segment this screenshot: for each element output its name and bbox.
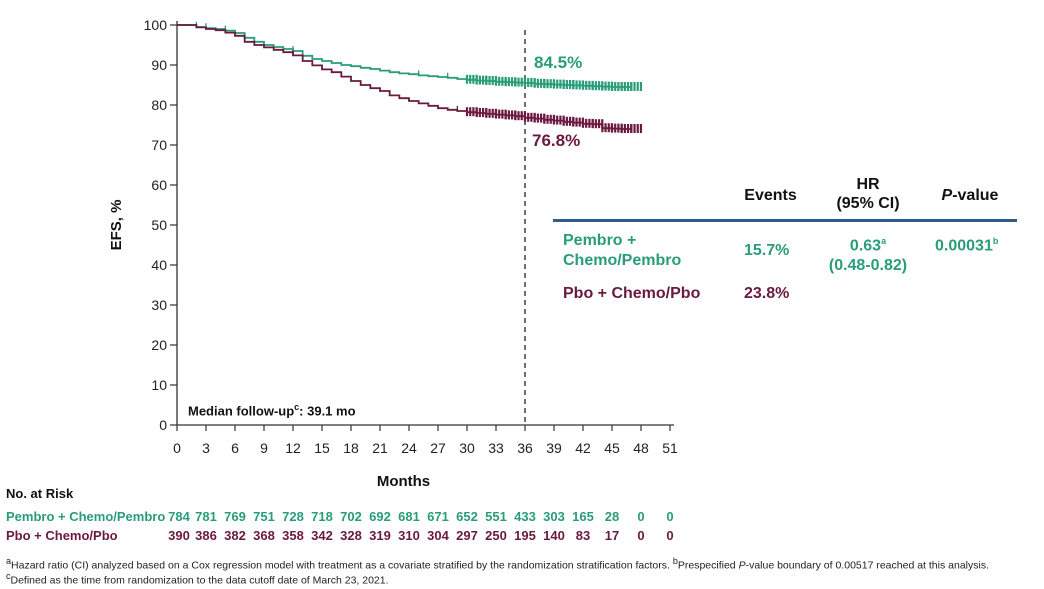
hr-header-line1: HR — [856, 176, 880, 193]
risk-count: 390 — [168, 528, 190, 543]
pembro-row-name: Pembro + Chemo/Pembro — [563, 232, 682, 269]
risk-count: 328 — [340, 528, 362, 543]
risk-count: 382 — [224, 528, 246, 543]
x-tick-label: 3 — [202, 440, 210, 456]
risk-count: 304 — [427, 528, 449, 543]
x-tick-label: 30 — [459, 440, 475, 456]
x-axis-ticks: 0 3 6 9 12 15 18 21 24 27 30 33 36 39 42 45 48 51 — [173, 425, 678, 456]
risk-count: 28 — [604, 509, 620, 524]
x-axis-title: Months — [377, 473, 430, 490]
risk-count: 342 — [311, 528, 333, 543]
risk-count: 250 — [485, 528, 507, 543]
risk-count: 17 — [604, 528, 620, 543]
pbo-curve — [177, 24, 632, 130]
x-tick-label: 36 — [517, 440, 533, 456]
risk-count: 0 — [666, 528, 674, 543]
risk-count: 0 — [666, 509, 674, 524]
y-tick-label: 30 — [151, 297, 167, 313]
x-tick-label: 45 — [604, 440, 620, 456]
x-tick-label: 15 — [314, 440, 330, 456]
hr-header: HR (95% CI) — [818, 175, 918, 213]
risk-count: 702 — [340, 509, 362, 524]
risk-count: 386 — [195, 528, 217, 543]
risk-count: 195 — [514, 528, 536, 543]
x-tick-label: 42 — [575, 440, 591, 456]
footnote-a-b: aHazard ratio (CI) analyzed based on a C… — [6, 556, 989, 572]
pembro-p-value: 0.00031b — [935, 236, 999, 255]
risk-count: 310 — [398, 528, 420, 543]
risk-count: 681 — [398, 509, 420, 524]
risk-count: 433 — [514, 509, 536, 524]
risk-count: 140 — [543, 528, 565, 543]
risk-count: 751 — [253, 509, 275, 524]
p-value-header: P-value — [941, 187, 999, 204]
chart-axes — [176, 21, 674, 426]
y-axis-ticks: 0 10 20 30 40 50 60 70 80 90 100 — [144, 17, 177, 433]
y-tick-label: 0 — [159, 417, 167, 433]
risk-count: 551 — [485, 509, 507, 524]
y-tick-label: 70 — [151, 137, 167, 153]
x-tick-label: 21 — [372, 440, 388, 456]
risk-count: 784 — [168, 509, 190, 524]
y-tick-label: 10 — [151, 377, 167, 393]
y-axis-title: EFS, % — [108, 200, 125, 251]
x-tick-label: 18 — [343, 440, 359, 456]
table-divider — [553, 219, 1017, 222]
risk-count: 652 — [456, 509, 478, 524]
risk-count: 769 — [224, 509, 246, 524]
risk-count: 83 — [575, 528, 591, 543]
y-tick-label: 90 — [151, 57, 167, 73]
events-header: Events — [744, 187, 797, 204]
risk-row-label: Pbo + Chemo/Pbo — [6, 528, 118, 543]
risk-table-title: No. at Risk — [6, 486, 74, 501]
risk-count: 297 — [456, 528, 478, 543]
x-tick-label: 6 — [231, 440, 239, 456]
x-tick-label: 24 — [401, 440, 417, 456]
y-tick-label: 50 — [151, 217, 167, 233]
pembro-hr: 0.63a (0.48-0.82) — [828, 236, 908, 275]
y-tick-label: 40 — [151, 257, 167, 273]
risk-count: 319 — [369, 528, 391, 543]
x-tick-label: 39 — [546, 440, 562, 456]
km-curves — [177, 22, 643, 133]
y-tick-label: 80 — [151, 97, 167, 113]
risk-count: 781 — [195, 509, 217, 524]
risk-count: 671 — [427, 509, 449, 524]
risk-row-pembro: Pembro + Chemo/Pembro 784 781 769 751 728 718… — [6, 509, 706, 527]
pbo-end-label: 76.8% — [532, 131, 580, 150]
risk-count: 368 — [253, 528, 275, 543]
footnote-c: cDefined as the time from randomization … — [6, 571, 389, 587]
pembro-events: 15.7% — [744, 242, 790, 259]
x-tick-label: 33 — [488, 440, 504, 456]
x-tick-label: 27 — [430, 440, 446, 456]
x-tick-label: 48 — [633, 440, 649, 456]
risk-row-pbo: Pbo + Chemo/Pbo 390 386 382 368 358 342 328 319… — [6, 528, 706, 546]
risk-count: 692 — [369, 509, 391, 524]
risk-count: 165 — [572, 509, 594, 524]
x-tick-label: 51 — [662, 440, 678, 456]
hr-header-line2: (95% CI) — [836, 195, 900, 212]
risk-count: 728 — [282, 509, 304, 524]
x-tick-label: 0 — [173, 440, 181, 456]
risk-row-label: Pembro + Chemo/Pembro — [6, 509, 166, 524]
pbo-row-name: Pbo + Chemo/Pbo — [563, 285, 701, 302]
x-tick-label: 9 — [260, 440, 268, 456]
risk-count: 303 — [543, 509, 565, 524]
y-tick-label: 60 — [151, 177, 167, 193]
pbo-events: 23.8% — [744, 285, 790, 302]
x-tick-label: 12 — [285, 440, 301, 456]
risk-count: 0 — [637, 509, 645, 524]
risk-count: 358 — [282, 528, 304, 543]
median-followup: Median follow-upc: 39.1 mo — [188, 402, 356, 419]
pembro-end-label: 84.5% — [534, 53, 582, 72]
y-tick-label: 20 — [151, 337, 167, 353]
y-tick-label: 100 — [144, 17, 168, 33]
risk-count: 718 — [311, 509, 333, 524]
risk-count: 0 — [637, 528, 645, 543]
